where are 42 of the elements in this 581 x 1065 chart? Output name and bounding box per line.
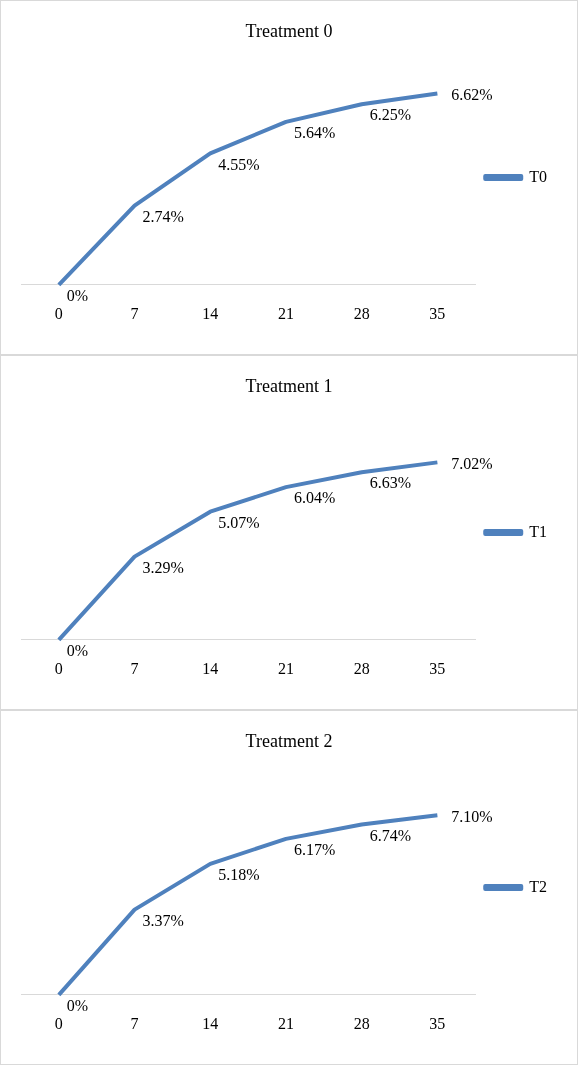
data-label: 7.02%	[451, 454, 493, 472]
x-tick-label: 7	[130, 304, 139, 322]
x-tick-label: 21	[277, 659, 294, 677]
data-label: 0%	[66, 287, 89, 304]
data-label: 6.62%	[451, 85, 493, 103]
x-tick-label: 7	[130, 1014, 139, 1032]
legend-label: T2	[529, 877, 548, 895]
data-label: 5.18%	[218, 866, 260, 884]
data-label: 6.17%	[293, 841, 336, 859]
chart-title: Treatment 1	[245, 375, 333, 396]
x-tick-label: 21	[277, 1014, 294, 1032]
legend-label: T1	[529, 522, 548, 540]
data-label: 3.29%	[142, 558, 184, 576]
x-tick-label: 35	[429, 1014, 446, 1032]
x-tick-label: 14	[202, 304, 219, 322]
legend-label: T0	[529, 167, 548, 185]
data-label: 2.74%	[142, 207, 184, 225]
data-label: 7.10%	[451, 807, 493, 825]
data-label: 0%	[66, 997, 89, 1014]
data-label: 4.55%	[218, 155, 260, 173]
data-label: 0%	[66, 642, 89, 659]
x-tick-label: 0	[54, 659, 63, 677]
x-tick-label: 7	[130, 659, 139, 677]
x-tick-label: 0	[54, 304, 63, 322]
x-tick-label: 28	[353, 304, 370, 322]
data-label: 5.07%	[218, 513, 260, 531]
data-label: 6.74%	[369, 826, 411, 844]
x-tick-label: 35	[429, 659, 446, 677]
data-label: 6.25%	[369, 106, 411, 124]
x-tick-label: 35	[429, 304, 446, 322]
x-tick-label: 21	[277, 304, 294, 322]
x-tick-label: 28	[353, 659, 370, 677]
chart-title: Treatment 2	[245, 730, 333, 751]
x-tick-label: 14	[202, 1014, 219, 1032]
chart-title: Treatment 0	[245, 20, 333, 41]
data-label: 6.63%	[369, 474, 411, 492]
data-label: 6.04%	[293, 489, 336, 507]
x-tick-label: 0	[54, 1014, 63, 1032]
data-label: 3.37%	[142, 911, 184, 929]
data-label: 5.64%	[293, 124, 336, 142]
x-tick-label: 14	[202, 659, 219, 677]
x-tick-label: 28	[353, 1014, 370, 1032]
